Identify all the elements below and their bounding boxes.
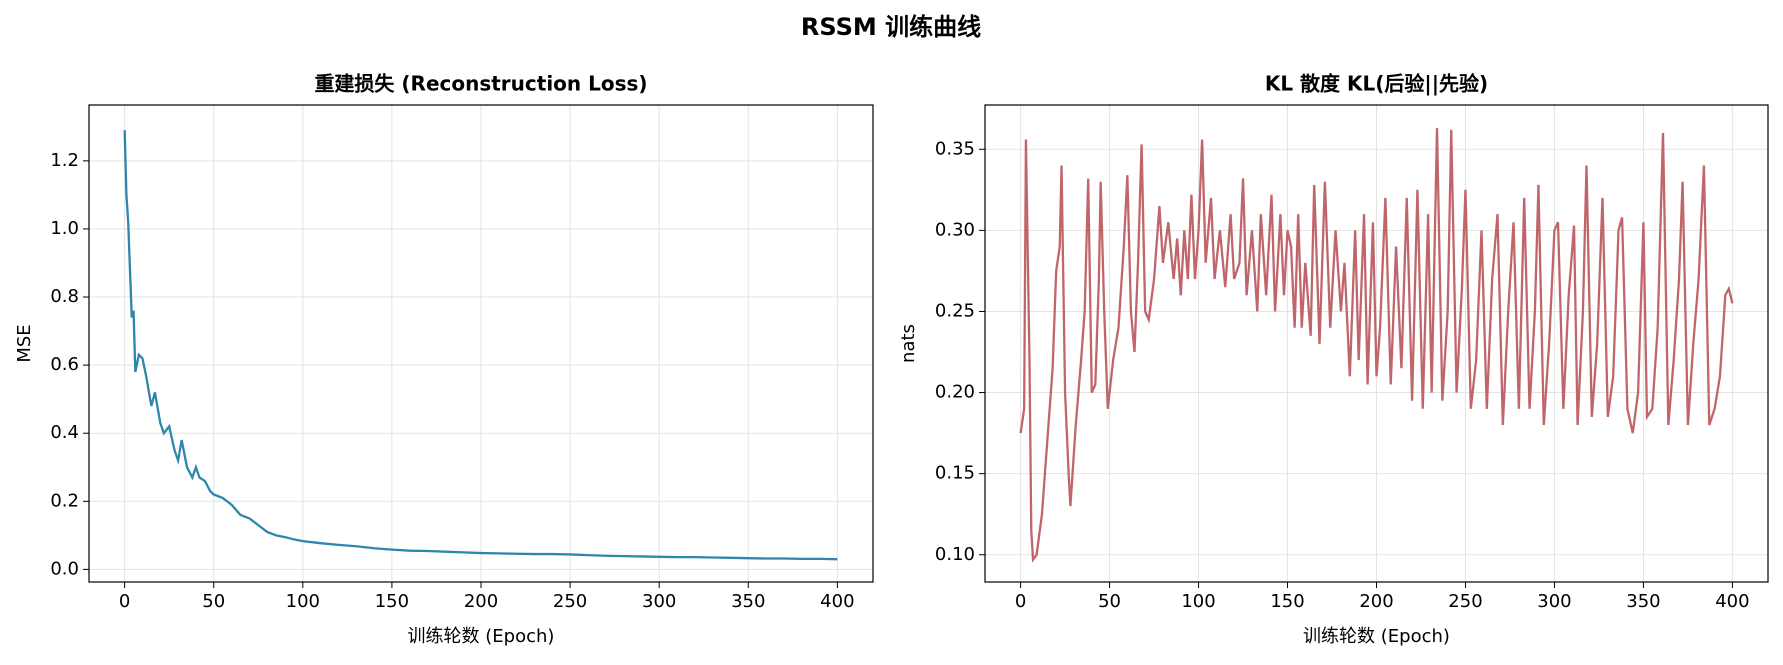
axes-frame bbox=[984, 104, 1769, 583]
y-tick-label: 0.30 bbox=[935, 219, 975, 240]
x-tick-label: 100 bbox=[1181, 591, 1215, 612]
x-axis-label: 训练轮数 (Epoch) bbox=[408, 626, 555, 647]
y-tick-label: 0.20 bbox=[935, 382, 975, 403]
y-axis-label: MSE bbox=[14, 324, 35, 362]
x-tick-label: 0 bbox=[119, 591, 130, 612]
x-tick-label: 350 bbox=[731, 591, 765, 612]
x-tick-label: 50 bbox=[202, 591, 225, 612]
line bbox=[1019, 128, 1734, 563]
y-tick-label: 0.8 bbox=[50, 286, 79, 307]
line bbox=[123, 130, 838, 561]
x-tick-label: 50 bbox=[1098, 591, 1121, 612]
y-tick-label: 0.4 bbox=[50, 422, 79, 443]
subplot-title: 重建损失 (Reconstruction Loss) bbox=[314, 72, 647, 96]
y-tick-label: 0.35 bbox=[935, 138, 975, 159]
x-tick-label: 250 bbox=[553, 591, 587, 612]
x-axis-label: 训练轮数 (Epoch) bbox=[1303, 626, 1450, 647]
x-tick-label: 300 bbox=[642, 591, 676, 612]
x-tick-label: 0 bbox=[1015, 591, 1026, 612]
y-tick-label: 0.25 bbox=[935, 300, 975, 321]
x-tick-label: 300 bbox=[1537, 591, 1571, 612]
y-tick-label: 1.2 bbox=[50, 150, 79, 171]
x-tick-label: 200 bbox=[1359, 591, 1393, 612]
axes-frame bbox=[88, 104, 874, 583]
x-tick-label: 400 bbox=[820, 591, 854, 612]
x-tick-label: 400 bbox=[1715, 591, 1749, 612]
y-tick-label: 1.0 bbox=[50, 218, 79, 239]
x-tick-label: 150 bbox=[375, 591, 409, 612]
y-tick-label: 0.6 bbox=[50, 354, 79, 375]
figure-title: RSSM 训练曲线 bbox=[801, 13, 981, 41]
x-tick-label: 200 bbox=[464, 591, 498, 612]
y-tick-label: 0.10 bbox=[935, 544, 975, 565]
y-tick-label: 0.2 bbox=[50, 490, 79, 511]
x-tick-label: 250 bbox=[1448, 591, 1482, 612]
y-tick-label: 0.15 bbox=[935, 463, 975, 484]
x-tick-label: 100 bbox=[286, 591, 320, 612]
x-tick-label: 350 bbox=[1626, 591, 1660, 612]
subplot-title: KL 散度 KL(后验||先验) bbox=[1265, 72, 1488, 96]
y-axis-label: nats bbox=[898, 324, 919, 363]
y-tick-label: 0.0 bbox=[50, 558, 79, 579]
x-tick-label: 150 bbox=[1270, 591, 1304, 612]
